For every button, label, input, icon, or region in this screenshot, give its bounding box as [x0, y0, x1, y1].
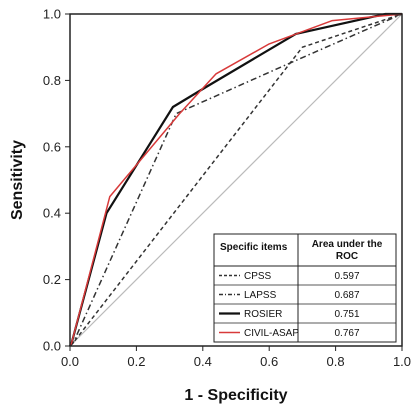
y-tick-label: 0.4 — [43, 206, 61, 221]
reference-layer — [69, 13, 403, 347]
x-tick-label: 0.4 — [194, 354, 212, 369]
legend-table: Specific items Area under the ROC CPSS 0.… — [213, 233, 397, 343]
ticks-layer: 0.0 0.2 0.4 0.6 0.8 1.0 0.0 0.2 0.4 0.6 0.8 1.0 — [43, 7, 411, 370]
legend-header-auc-roc: ROC — [336, 251, 358, 262]
x-axis-title: 1 - Specificity — [184, 387, 287, 404]
x-tick-label: 0.2 — [127, 354, 145, 369]
legend-label-civil-asap: CIVIL-ASAP — [244, 328, 299, 339]
x-tick-label: 0.6 — [260, 354, 278, 369]
legend-header-items: Specific items — [220, 242, 288, 253]
x-tick-label: 1.0 — [393, 354, 411, 369]
legend-auc-cpss: 0.597 — [334, 271, 359, 282]
x-tick-label: 0.0 — [61, 354, 79, 369]
y-tick-label: 1.0 — [43, 7, 61, 22]
legend-auc-civil-asap: 0.767 — [334, 328, 359, 339]
legend-label-rosier: ROSIER — [244, 309, 282, 320]
legend-label-cpss: CPSS — [244, 271, 272, 282]
x-tick-label: 0.8 — [327, 354, 345, 369]
legend-auc-rosier: 0.751 — [334, 309, 359, 320]
axes-layer — [69, 13, 403, 347]
plot-frame — [69, 13, 403, 347]
legend-box — [213, 233, 397, 343]
legend-header-auc: Area under the — [312, 239, 383, 250]
y-axis-title: Sensitivity — [9, 140, 26, 220]
reference-diagonal-line — [69, 13, 403, 347]
y-tick-label: 0.2 — [43, 272, 61, 287]
legend-rows: CPSS 0.597 LAPSS 0.687 ROSIER 0.751 CIVIL-ASAP… — [214, 271, 396, 339]
series-line-civil-asap — [69, 13, 403, 347]
y-tick-label: 0.0 — [43, 339, 61, 354]
y-tick-label: 0.8 — [43, 73, 61, 88]
y-tick-label: 0.6 — [43, 139, 61, 154]
legend-label-lapss: LAPSS — [244, 290, 277, 301]
series-layer — [69, 12, 403, 347]
legend-auc-lapss: 0.687 — [334, 290, 359, 301]
